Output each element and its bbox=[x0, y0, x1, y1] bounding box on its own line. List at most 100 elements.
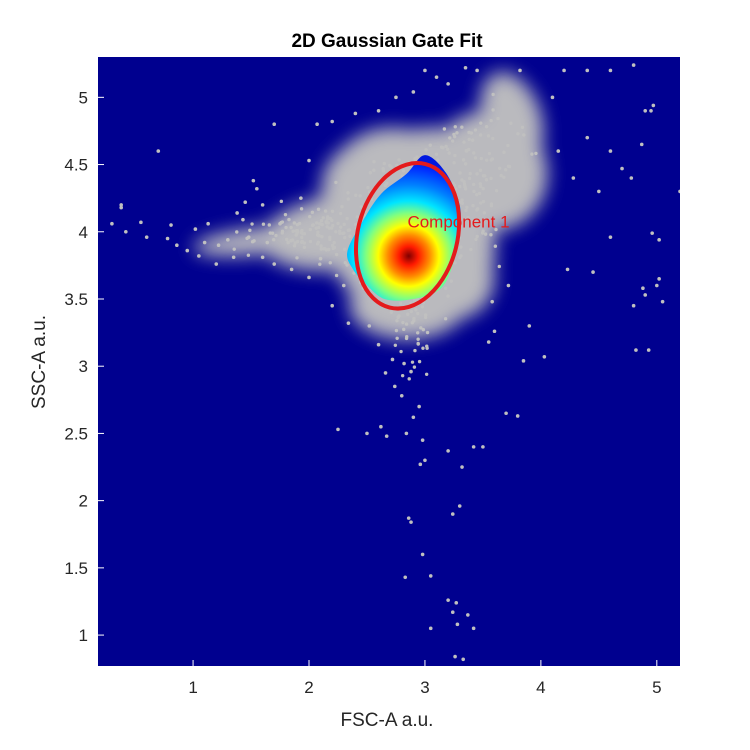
scatter-point bbox=[471, 445, 476, 449]
scatter-point bbox=[406, 516, 411, 520]
scatter-point bbox=[527, 324, 532, 328]
y-tick-label: 4.5 bbox=[64, 156, 88, 175]
y-tick-label: 2.5 bbox=[64, 424, 88, 443]
scatter-point bbox=[506, 283, 511, 288]
scatter-point bbox=[341, 283, 346, 288]
scatter-point bbox=[383, 371, 388, 375]
scatter-point bbox=[423, 458, 427, 463]
scatter-point bbox=[655, 283, 659, 288]
scatter-point bbox=[384, 434, 389, 438]
scatter-point bbox=[193, 227, 198, 231]
scatter-point bbox=[289, 267, 294, 272]
scatter-point bbox=[365, 431, 369, 436]
scatter-point bbox=[660, 299, 665, 304]
y-axis: 1 1.5 2 2.5 3 3.5 4 4.5 5 bbox=[64, 88, 104, 645]
scatter-point bbox=[409, 369, 413, 374]
scatter-point bbox=[265, 240, 270, 245]
scatter-point bbox=[446, 598, 450, 602]
scatter-point bbox=[206, 221, 210, 226]
scatter-point bbox=[246, 235, 251, 239]
y-tick-label: 1.5 bbox=[64, 559, 88, 578]
scatter-point bbox=[420, 552, 425, 557]
scatter-point bbox=[471, 626, 476, 631]
x-axis-label: FSC-A a.u. bbox=[341, 710, 434, 731]
scatter-point bbox=[657, 277, 661, 281]
scatter-point bbox=[409, 520, 413, 524]
scatter-point bbox=[450, 512, 455, 516]
scatter-point bbox=[629, 176, 634, 180]
scatter-point bbox=[550, 95, 555, 100]
scatter-point bbox=[646, 348, 651, 352]
scatter-point bbox=[434, 75, 439, 79]
scatter-point bbox=[379, 424, 383, 429]
scatter-point bbox=[336, 427, 340, 432]
scatter-point bbox=[418, 462, 423, 467]
density-core bbox=[347, 155, 461, 301]
scatter-point bbox=[608, 235, 613, 239]
scatter-point bbox=[591, 270, 595, 274]
scatter-point bbox=[481, 445, 485, 449]
scatter-point bbox=[650, 231, 654, 235]
scatter-point bbox=[428, 626, 433, 631]
scatter-point bbox=[562, 68, 566, 73]
plot-content: Component 1 bbox=[110, 63, 680, 662]
scatter-point bbox=[455, 622, 460, 627]
scatter-point bbox=[299, 196, 303, 200]
scatter-point bbox=[197, 254, 201, 258]
scatter-point bbox=[657, 238, 661, 242]
scatter-point bbox=[376, 342, 381, 347]
scatter-point bbox=[641, 286, 645, 291]
scatter-point bbox=[446, 449, 450, 453]
scatter-point bbox=[466, 613, 470, 617]
gate-ellipse bbox=[353, 161, 462, 311]
scatter-point bbox=[346, 321, 351, 325]
scatter-point bbox=[542, 354, 547, 359]
scatter-point bbox=[521, 359, 526, 363]
scatter-point bbox=[634, 348, 638, 352]
scatter-point bbox=[608, 68, 613, 73]
scatter-point bbox=[450, 610, 455, 615]
scatter-point bbox=[255, 186, 259, 191]
y-tick-label: 5 bbox=[79, 88, 88, 107]
scatter-point bbox=[315, 122, 319, 127]
scatter-point bbox=[278, 221, 282, 226]
scatter-point bbox=[175, 243, 179, 248]
scatter-point bbox=[453, 654, 457, 659]
scatter-point bbox=[330, 303, 334, 308]
y-tick-label: 3.5 bbox=[64, 290, 88, 309]
scatter-point bbox=[139, 220, 143, 225]
scatter-point bbox=[241, 217, 245, 222]
scatter-point bbox=[318, 256, 323, 261]
scatter-point bbox=[353, 111, 358, 116]
scatter-point bbox=[411, 90, 416, 94]
scatter-point bbox=[417, 404, 421, 409]
scatter-point bbox=[457, 504, 462, 508]
scatter-point bbox=[597, 189, 601, 194]
scatter-point bbox=[585, 68, 590, 73]
scatter-point bbox=[454, 601, 459, 605]
scatter-point bbox=[486, 340, 491, 344]
scatter-point bbox=[307, 275, 311, 280]
y-tick-label: 4 bbox=[79, 223, 88, 242]
scatter-point bbox=[420, 438, 425, 442]
scatter-point bbox=[307, 158, 311, 163]
scatter-point bbox=[390, 357, 395, 362]
scatter-point bbox=[461, 657, 465, 662]
scatter-point bbox=[411, 415, 416, 420]
scatter-point bbox=[423, 68, 427, 73]
y-tick-label: 1 bbox=[79, 626, 88, 645]
scatter-point bbox=[260, 255, 265, 260]
scatter-point bbox=[556, 149, 561, 153]
scatter-point bbox=[394, 95, 398, 100]
scatter-point bbox=[428, 574, 433, 578]
scatter-point bbox=[272, 262, 277, 266]
gate-label: Component 1 bbox=[407, 213, 509, 232]
scatter-point bbox=[446, 82, 450, 86]
x-axis: 1 2 3 4 5 bbox=[188, 660, 662, 697]
scatter-point bbox=[463, 65, 468, 70]
scatter-point bbox=[571, 176, 576, 180]
x-tick-label: 1 bbox=[188, 678, 197, 697]
scatter-point bbox=[295, 229, 300, 234]
y-tick-label: 2 bbox=[79, 492, 88, 511]
scatter-point bbox=[631, 63, 636, 67]
